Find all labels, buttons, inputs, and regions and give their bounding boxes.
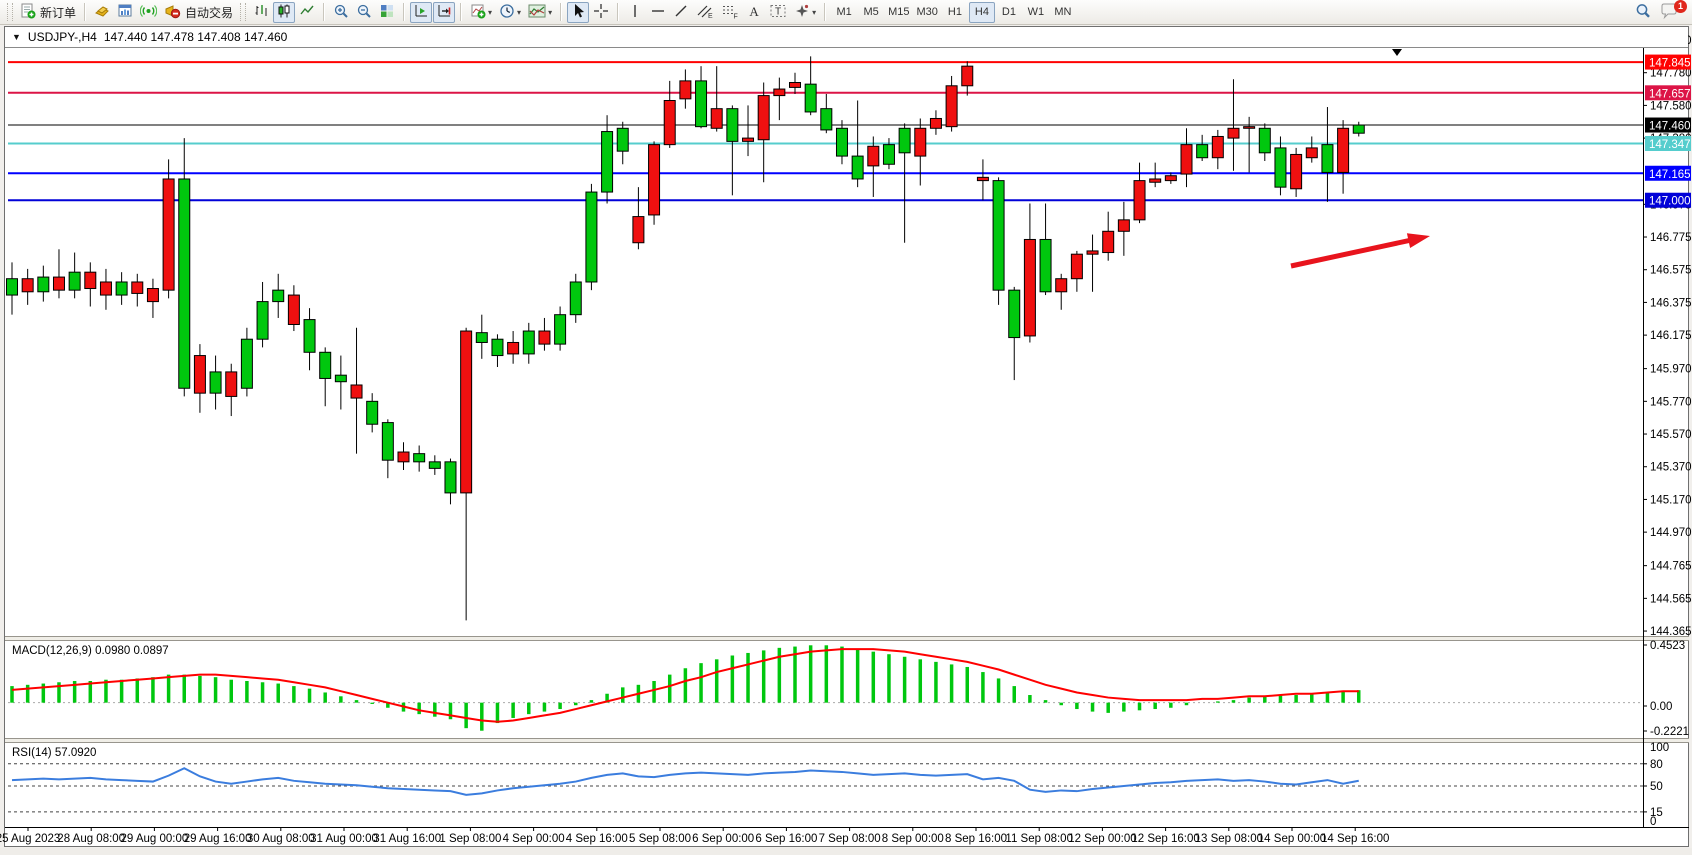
- toolbar-separator: [84, 3, 87, 21]
- label-glyph: T: [775, 6, 781, 17]
- templates-button[interactable]: ▾: [525, 2, 555, 23]
- profile-button[interactable]: [114, 2, 136, 23]
- horizontal-line-icon: [650, 3, 666, 22]
- crosshair-icon: [593, 3, 609, 22]
- notification-badge: 1: [1674, 0, 1687, 13]
- candlestick-chart-button[interactable]: [273, 1, 296, 23]
- cursor-button[interactable]: [567, 1, 590, 23]
- trendline-icon: [673, 3, 689, 22]
- indicators-button[interactable]: ▾: [467, 2, 495, 23]
- symbol-period-label: USDJPY-,H4: [27, 30, 97, 44]
- timeframe-h4-button[interactable]: H4: [968, 1, 995, 23]
- text-icon: A: [749, 4, 759, 19]
- zoom-out-button[interactable]: [353, 2, 375, 23]
- toolbar-grip[interactable]: [7, 3, 13, 21]
- bar-chart-icon: [253, 3, 269, 22]
- bar-chart-button[interactable]: [250, 2, 272, 23]
- indicators-icon: [470, 3, 486, 22]
- search-button[interactable]: [1631, 2, 1655, 23]
- vertical-line-button[interactable]: [624, 2, 646, 23]
- timeframe-mn-button[interactable]: MN: [1054, 6, 1072, 18]
- auto-scroll-icon: [413, 3, 429, 22]
- text-button[interactable]: A: [743, 2, 765, 23]
- main-toolbar: 新订单 自动交易 ▾ ▾: [0, 0, 1692, 25]
- dropdown-arrow-icon: ▾: [812, 7, 817, 17]
- autotrading-label: 自动交易: [185, 5, 234, 20]
- template-icon: [528, 3, 546, 22]
- market-watch-button[interactable]: [91, 2, 113, 23]
- toolbar-separator: [403, 3, 406, 21]
- tile-windows-icon: [379, 3, 395, 22]
- macd-panel[interactable]: [5, 641, 1643, 738]
- rsi-value: 57.0920: [54, 747, 97, 759]
- timeframe-m15-button[interactable]: M15: [888, 6, 910, 18]
- status-bar: [0, 848, 1692, 855]
- vertical-line-icon: [629, 3, 641, 22]
- price-axis[interactable]: [1643, 49, 1689, 827]
- new-order-label: 新订单: [40, 5, 77, 20]
- timeframe-m1-button[interactable]: M1: [836, 6, 852, 18]
- fib-sub-glyph: F: [734, 13, 738, 19]
- timeframe-m5-button[interactable]: M5: [863, 6, 879, 18]
- clock-icon: [499, 3, 515, 22]
- zoom-in-icon: [333, 3, 349, 22]
- main-price-panel[interactable]: [5, 49, 1643, 636]
- chart-shift-button[interactable]: [433, 1, 456, 23]
- new-order-button[interactable]: 新订单: [17, 2, 79, 23]
- periods-button[interactable]: ▾: [496, 2, 524, 23]
- dropdown-arrow-icon: ▾: [517, 7, 522, 17]
- zoom-in-button[interactable]: [330, 2, 352, 23]
- toolbar-grip[interactable]: [240, 3, 247, 21]
- cursor-arrow-icon: [571, 3, 585, 22]
- chart-shift-icon: [436, 3, 452, 22]
- auto-scroll-button[interactable]: [410, 1, 433, 23]
- profile-window-icon: [117, 3, 133, 22]
- dropdown-arrow-icon: ▾: [548, 7, 553, 17]
- macd-indicator-label: MACD(12,26,9) 0.0980 0.0897: [12, 645, 169, 657]
- gold-panel-icon: [94, 3, 110, 22]
- toolbar-separator: [323, 3, 326, 21]
- signal-waves-icon: [139, 3, 158, 22]
- autotrading-icon: [164, 3, 181, 22]
- caret-down-icon[interactable]: ▼: [12, 32, 21, 42]
- rsi-indicator-label: RSI(14) 57.0920: [12, 747, 97, 759]
- fibonacci-button[interactable]: F: [718, 2, 742, 23]
- arrows-button[interactable]: ▾: [791, 2, 819, 23]
- toolbar-separator: [460, 3, 463, 21]
- toolbar-separator: [560, 3, 563, 21]
- signal-button[interactable]: [137, 2, 160, 23]
- line-chart-icon: [299, 3, 315, 22]
- fibonacci-icon: F: [721, 3, 739, 22]
- text-label-button[interactable]: T: [766, 2, 790, 23]
- candlestick-chart-icon: [276, 3, 292, 22]
- chat-bubble-icon: 1: [1659, 0, 1687, 23]
- toolbar-separator: [617, 3, 620, 21]
- horizontal-line-button[interactable]: [647, 2, 669, 23]
- equidistant-channel-button[interactable]: E: [693, 2, 717, 23]
- rsi-panel[interactable]: [5, 743, 1643, 827]
- macd-values: 0.0980 0.0897: [95, 645, 169, 657]
- new-order-icon: [20, 3, 36, 22]
- chart-caption[interactable]: ▼ USDJPY-,H4 147.440 147.478 147.408 147…: [5, 27, 1688, 48]
- crosshair-button[interactable]: [590, 2, 612, 23]
- channel-sub-glyph: E: [708, 13, 713, 19]
- tile-windows-button[interactable]: [376, 2, 398, 23]
- notifications-button[interactable]: 1: [1656, 0, 1688, 23]
- timeframe-d1-button[interactable]: D1: [1001, 6, 1016, 18]
- ohlc-values-label: 147.440 147.478 147.408 147.460: [103, 30, 288, 44]
- autotrading-button[interactable]: 自动交易: [161, 2, 236, 23]
- text-label-icon: T: [769, 3, 787, 22]
- zoom-out-icon: [356, 3, 372, 22]
- channel-icon: E: [696, 3, 714, 22]
- search-icon: [1634, 2, 1652, 23]
- time-axis[interactable]: [5, 827, 1643, 847]
- timeframe-w1-button[interactable]: W1: [1027, 6, 1045, 18]
- timeframe-m30-button[interactable]: M30: [916, 6, 938, 18]
- toolbar-separator: [824, 3, 827, 21]
- line-chart-button[interactable]: [296, 2, 318, 23]
- dropdown-arrow-icon: ▾: [488, 7, 493, 17]
- arrows-icon: [794, 3, 810, 22]
- trendline-button[interactable]: [670, 2, 692, 23]
- timeframe-h1-button[interactable]: H1: [947, 6, 962, 18]
